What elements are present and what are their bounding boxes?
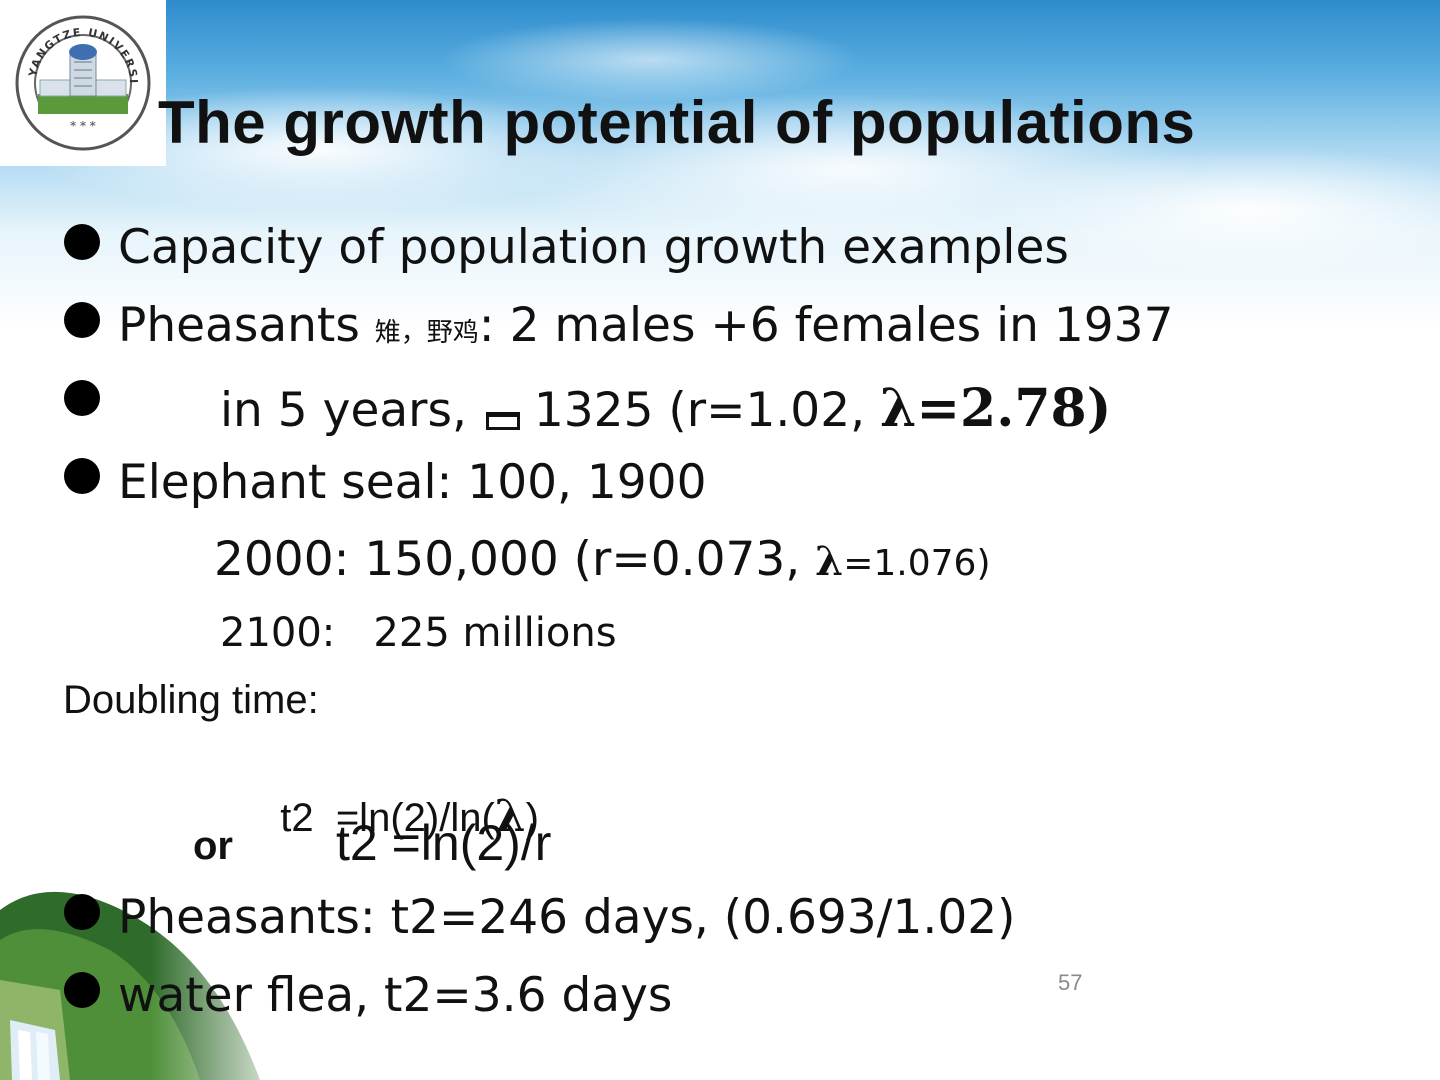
bullet-dot xyxy=(64,894,100,930)
logo-area: YANGTZE UNIVERSITY * * * xyxy=(0,0,166,166)
doubling-time-label: Doubling time: xyxy=(63,678,319,722)
or-label: or xyxy=(193,824,233,868)
lambda-symbol: λ xyxy=(494,791,526,842)
bullet-capacity: Capacity of population growth examples xyxy=(118,220,1069,275)
slide-title: The growth potential of populations xyxy=(158,89,1196,156)
formula-lambda: t2 =ln(2)/ln(λ) xyxy=(258,746,539,842)
formula-lambda-prefix: t2 =ln(2)/ln( xyxy=(280,796,495,840)
five-years-prefix: in 5 years, xyxy=(220,383,467,438)
elephant-2000-lambda-value: =1.076) xyxy=(843,543,991,584)
svg-text:* * *: * * * xyxy=(70,119,96,133)
pheasants-label: Pheasants xyxy=(118,298,375,353)
bullet-dot xyxy=(64,224,100,260)
bullet-elephant-seal: Elephant seal: 100, 1900 xyxy=(118,455,707,510)
waterfall-scenery xyxy=(0,880,300,1080)
missing-glyph-icon xyxy=(485,412,520,430)
cloud-background xyxy=(0,0,1440,330)
bullet-dot xyxy=(64,458,100,494)
lambda-value: λ=2.78) xyxy=(880,378,1112,439)
elephant-2100-line: 2100: 225 millions xyxy=(220,610,617,656)
elephant-2000-text: 2000: 150,000 (r=0.073, xyxy=(214,532,801,587)
bullet-five-years: in 5 years, 1325 (r=1.02, λ=2.78) xyxy=(220,378,1111,439)
formula-lambda-suffix: ) xyxy=(525,796,539,840)
bullet-water-flea: water flea, t2=3.6 days xyxy=(118,968,673,1023)
bullet-dot xyxy=(64,302,100,338)
pheasants-chinese-name: 雉，野鸡 xyxy=(374,318,479,348)
bullet-dot xyxy=(64,972,100,1008)
lambda-symbol: λ xyxy=(815,538,844,585)
page-number: 57 xyxy=(1058,970,1083,995)
bullet-pheasants: Pheasants 雉，野鸡: 2 males +6 females in 19… xyxy=(118,298,1173,353)
pheasants-count: : 2 males +6 females in 1937 xyxy=(478,298,1174,353)
five-years-count: 1325 (r=1.02, xyxy=(533,383,866,438)
elephant-2000-line: 2000: 150,000 (r=0.073, λ=1.076) xyxy=(214,532,991,587)
bullet-pheasants-t2: Pheasants: t2=246 days, (0.693/1.02) xyxy=(118,890,1016,945)
university-logo: YANGTZE UNIVERSITY * * * xyxy=(14,14,151,151)
bullet-dot xyxy=(64,380,100,416)
formula-r: t2 =ln(2)/r xyxy=(336,815,552,871)
